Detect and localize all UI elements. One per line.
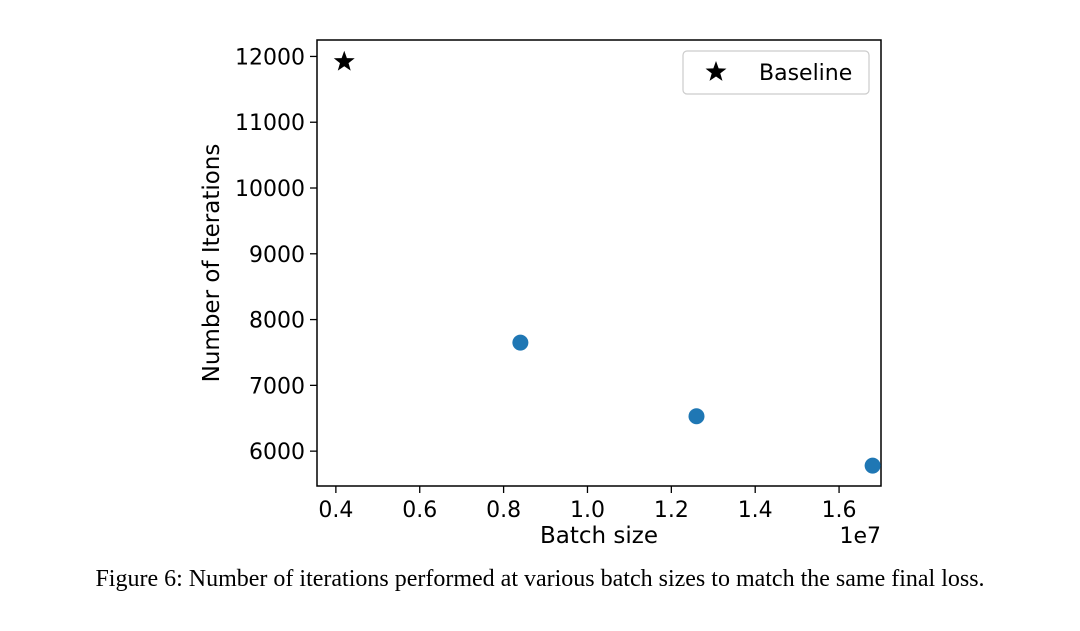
x-axis-offset-label: 1e7 [839, 524, 881, 549]
y-tick-label: 11000 [235, 111, 305, 136]
scatter-chart: 0.4 0.6 0.8 1.0 1.2 1.4 1.6 6000 7000 8000 9000 10… [199, 39, 882, 549]
x-tick-label: 0.6 [402, 498, 437, 523]
x-tick-label: 1.6 [822, 498, 857, 523]
x-tick-label: 1.0 [570, 498, 605, 523]
data-point [864, 457, 881, 474]
legend-label-baseline: Baseline [759, 61, 852, 86]
x-tick-label: 0.4 [318, 498, 353, 523]
x-tick-label: 0.8 [486, 498, 521, 523]
x-tick-label: 1.4 [738, 498, 773, 523]
y-tick-label: 8000 [249, 309, 305, 334]
y-tick-label: 12000 [235, 45, 305, 70]
figure-caption: Figure 6: Number of iterations performed… [95, 566, 985, 592]
y-tick-label: 9000 [249, 243, 305, 268]
y-tick-label: 6000 [249, 440, 305, 465]
plot-area [316, 39, 882, 487]
legend-box [682, 50, 870, 95]
x-tick-label: 1.2 [654, 498, 689, 523]
y-axis-ticks: 6000 7000 8000 9000 10000 11000 12000 [235, 45, 317, 465]
x-axis-label: Batch size [540, 523, 658, 549]
data-point [512, 334, 529, 351]
y-tick-label: 7000 [249, 374, 305, 399]
x-axis-ticks: 0.4 0.6 0.8 1.0 1.2 1.4 1.6 [318, 486, 857, 523]
legend-star-icon [705, 61, 727, 81]
y-axis-label: Number of Iterations [199, 144, 225, 383]
y-tick-label: 10000 [235, 177, 305, 202]
legend: Baseline [682, 50, 870, 95]
baseline-star-point [333, 50, 355, 71]
data-points [333, 50, 881, 474]
data-point [688, 408, 705, 425]
